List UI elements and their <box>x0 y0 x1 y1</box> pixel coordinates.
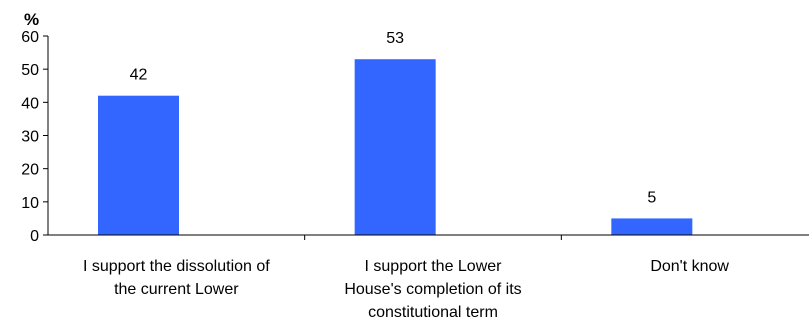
y-axis: 0 10 20 30 40 50 60 <box>21 29 49 245</box>
y-tick-label: 30 <box>21 129 39 146</box>
bar <box>354 59 436 235</box>
category-label: I support the Lower House's completion of… <box>344 258 521 321</box>
y-tick-label: 40 <box>21 95 39 112</box>
category-label: I support the dissolution of the current … <box>83 258 270 298</box>
y-tick-label: 10 <box>21 195 39 212</box>
category-label: Don't know <box>650 258 729 275</box>
category-label-line: I support the dissolution of <box>83 258 270 275</box>
data-label: 53 <box>386 30 404 47</box>
data-label: 42 <box>130 67 148 84</box>
y-unit-label: % <box>24 10 39 29</box>
y-tick-label: 60 <box>21 29 39 46</box>
bars: 42 53 5 <box>98 30 693 235</box>
category-label-line: I support the Lower <box>365 258 503 275</box>
y-tick-label: 0 <box>30 228 39 245</box>
x-axis: I support the dissolution of the current … <box>48 234 809 321</box>
y-tick-label: 20 <box>21 162 39 179</box>
category-label-line: constitutional term <box>368 304 498 321</box>
y-tick-label: 50 <box>21 62 39 79</box>
category-label-line: House's completion of its <box>344 281 521 298</box>
data-label: 5 <box>647 189 656 206</box>
bar <box>98 95 179 235</box>
bar <box>611 218 693 235</box>
category-label-line: Don't know <box>650 258 729 275</box>
category-label-line: the current Lower <box>114 281 239 298</box>
